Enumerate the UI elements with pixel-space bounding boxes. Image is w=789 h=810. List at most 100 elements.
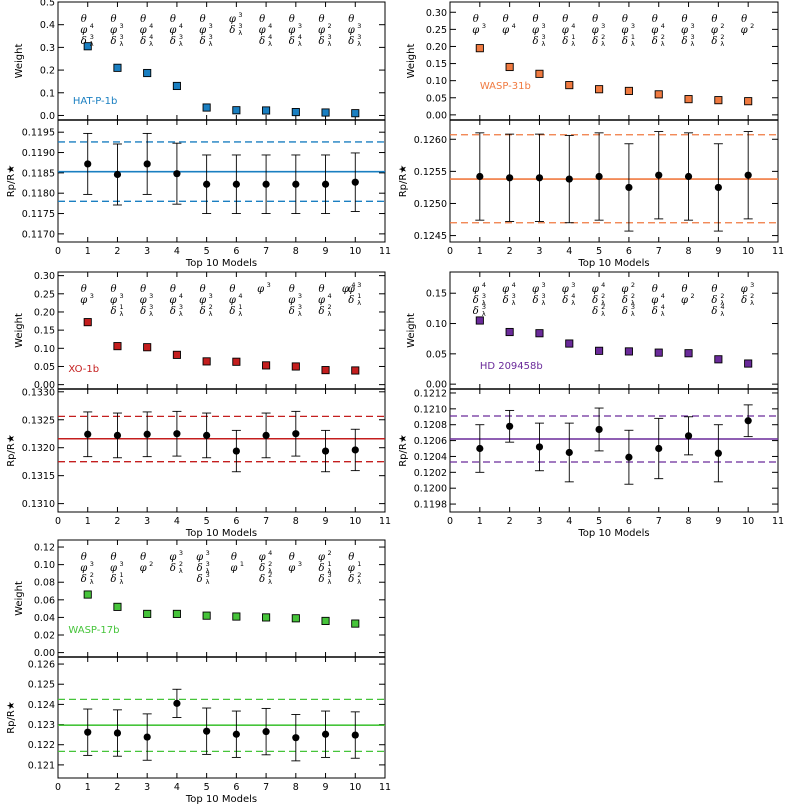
panel-hd-209458b: 0 1 2 3 4 5 6 7 8 9 10 11 Top 10 Models 0.00 0.05 0.10 0… (398, 271, 784, 539)
radius-axis-label: Rp/R★ (398, 434, 409, 467)
model-parameter-label: δ 3λ (197, 571, 210, 586)
radius-axis-label: Rp/R★ (6, 165, 17, 198)
model-parameter-label: θ (711, 284, 717, 295)
parameter-symbol: δ (473, 295, 479, 306)
weight-tick-label: 0.00 (34, 648, 55, 659)
x-tick-label: 0 (55, 246, 61, 257)
weight-marker (351, 366, 360, 375)
parameter-symbol: δ (110, 36, 116, 47)
radius-point (351, 731, 359, 739)
parameter-symbol: θ (532, 14, 538, 25)
weight-marker (351, 109, 360, 118)
parameter-symbol: φ (80, 295, 87, 306)
radius-point (173, 430, 181, 438)
x-tick-label: 4 (566, 516, 572, 527)
parameter-symbol: θ (110, 552, 116, 563)
weight-marker (83, 318, 92, 327)
model-parameter-label: δ 2λ (200, 303, 213, 318)
parameter-symbol: θ (682, 284, 688, 295)
weight-tick-label: 0.15 (426, 289, 447, 300)
model-parameter-label: δ 2λ (592, 292, 605, 307)
radius-point (476, 444, 484, 453)
parameter-symbol: δ (562, 36, 568, 47)
x-axis-label: Top 10 Models (185, 258, 257, 269)
model-parameter-label: δ 1λ (229, 303, 242, 318)
radius-tick-label: 0.1170 (22, 229, 55, 240)
radius-point (506, 174, 514, 182)
parameter-exponent: 3 (357, 281, 361, 289)
parameter-exponent: 3 (541, 292, 545, 300)
parameter-symbol: φ (229, 14, 236, 25)
parameter-symbol: θ (503, 14, 509, 25)
model-parameter-label: δ 3λ (110, 33, 123, 48)
weight-axes-frame (57, 271, 386, 390)
parameter-symbol: θ (622, 14, 628, 25)
parameter-symbol: φ (169, 25, 176, 36)
weight-tick-label: 0.4 (40, 20, 55, 31)
parameter-symbol: δ (170, 306, 176, 317)
parameter-subscript: λ (298, 310, 302, 318)
weight-marker (475, 44, 484, 53)
parameter-subscript: λ (268, 40, 272, 48)
x-tick-label: 1 (85, 246, 91, 257)
radius-point (143, 160, 151, 168)
parameter-exponent: 4 (149, 33, 153, 41)
parameter-symbol: δ (289, 36, 295, 47)
model-parameter-label: δ 3λ (622, 303, 635, 318)
weight-axes-frame (57, 539, 386, 658)
parameter-symbol: δ (622, 306, 628, 317)
x-tick-label: 5 (204, 782, 210, 793)
parameter-exponent: 3 (357, 22, 361, 30)
model-parameter-label: δ 3λ (289, 303, 302, 318)
x-tick-label: 2 (507, 516, 513, 527)
parameter-exponent: 3 (119, 560, 123, 568)
weight-tick-label: 0.05 (34, 362, 55, 373)
radius-tick-label: 0.1320 (22, 443, 55, 454)
parameter-exponent: 3 (298, 292, 302, 300)
parameter-symbol: φ (348, 25, 355, 36)
model-parameter-label: δ 3λ (473, 292, 486, 307)
model-parameter-label: δ 2λ (592, 33, 605, 48)
parameter-exponent: 2 (691, 292, 695, 300)
x-tick-label: 6 (233, 516, 239, 527)
weight-marker (714, 355, 723, 364)
radius-point (476, 172, 484, 181)
model-parameter-label: θ (81, 284, 87, 295)
parameter-symbol: φ (681, 295, 688, 306)
x-axis-label: Top 10 Models (577, 258, 649, 269)
parameter-exponent: 2 (328, 549, 332, 557)
parameter-symbol: φ (681, 25, 688, 36)
model-parameter-label: δ 3λ (473, 303, 486, 318)
parameter-subscript: λ (268, 578, 272, 586)
radius-point (113, 729, 122, 737)
parameter-subscript: λ (206, 578, 210, 586)
weight-tick-label: 0.00 (426, 110, 447, 121)
radius-point (262, 728, 270, 736)
x-tick-label: 9 (715, 246, 721, 257)
parameter-subscript: λ (209, 310, 213, 318)
x-tick-label: 1 (477, 246, 483, 257)
x-tick-label: 2 (114, 516, 120, 527)
parameter-exponent: 3 (209, 33, 213, 41)
parameter-symbol: φ (621, 25, 628, 36)
radius-tick-label: 0.126 (28, 660, 55, 671)
weight-tick-label: 0.00 (426, 380, 447, 391)
parameter-exponent: 3 (209, 22, 213, 30)
radius-point (535, 443, 544, 451)
parameter-symbol: δ (319, 306, 325, 317)
weight-marker (744, 97, 753, 106)
parameter-exponent: 1 (238, 303, 242, 311)
x-tick-label: 0 (55, 782, 61, 793)
weight-tick-label: 0.08 (34, 578, 55, 589)
parameter-symbol: φ (532, 25, 539, 36)
